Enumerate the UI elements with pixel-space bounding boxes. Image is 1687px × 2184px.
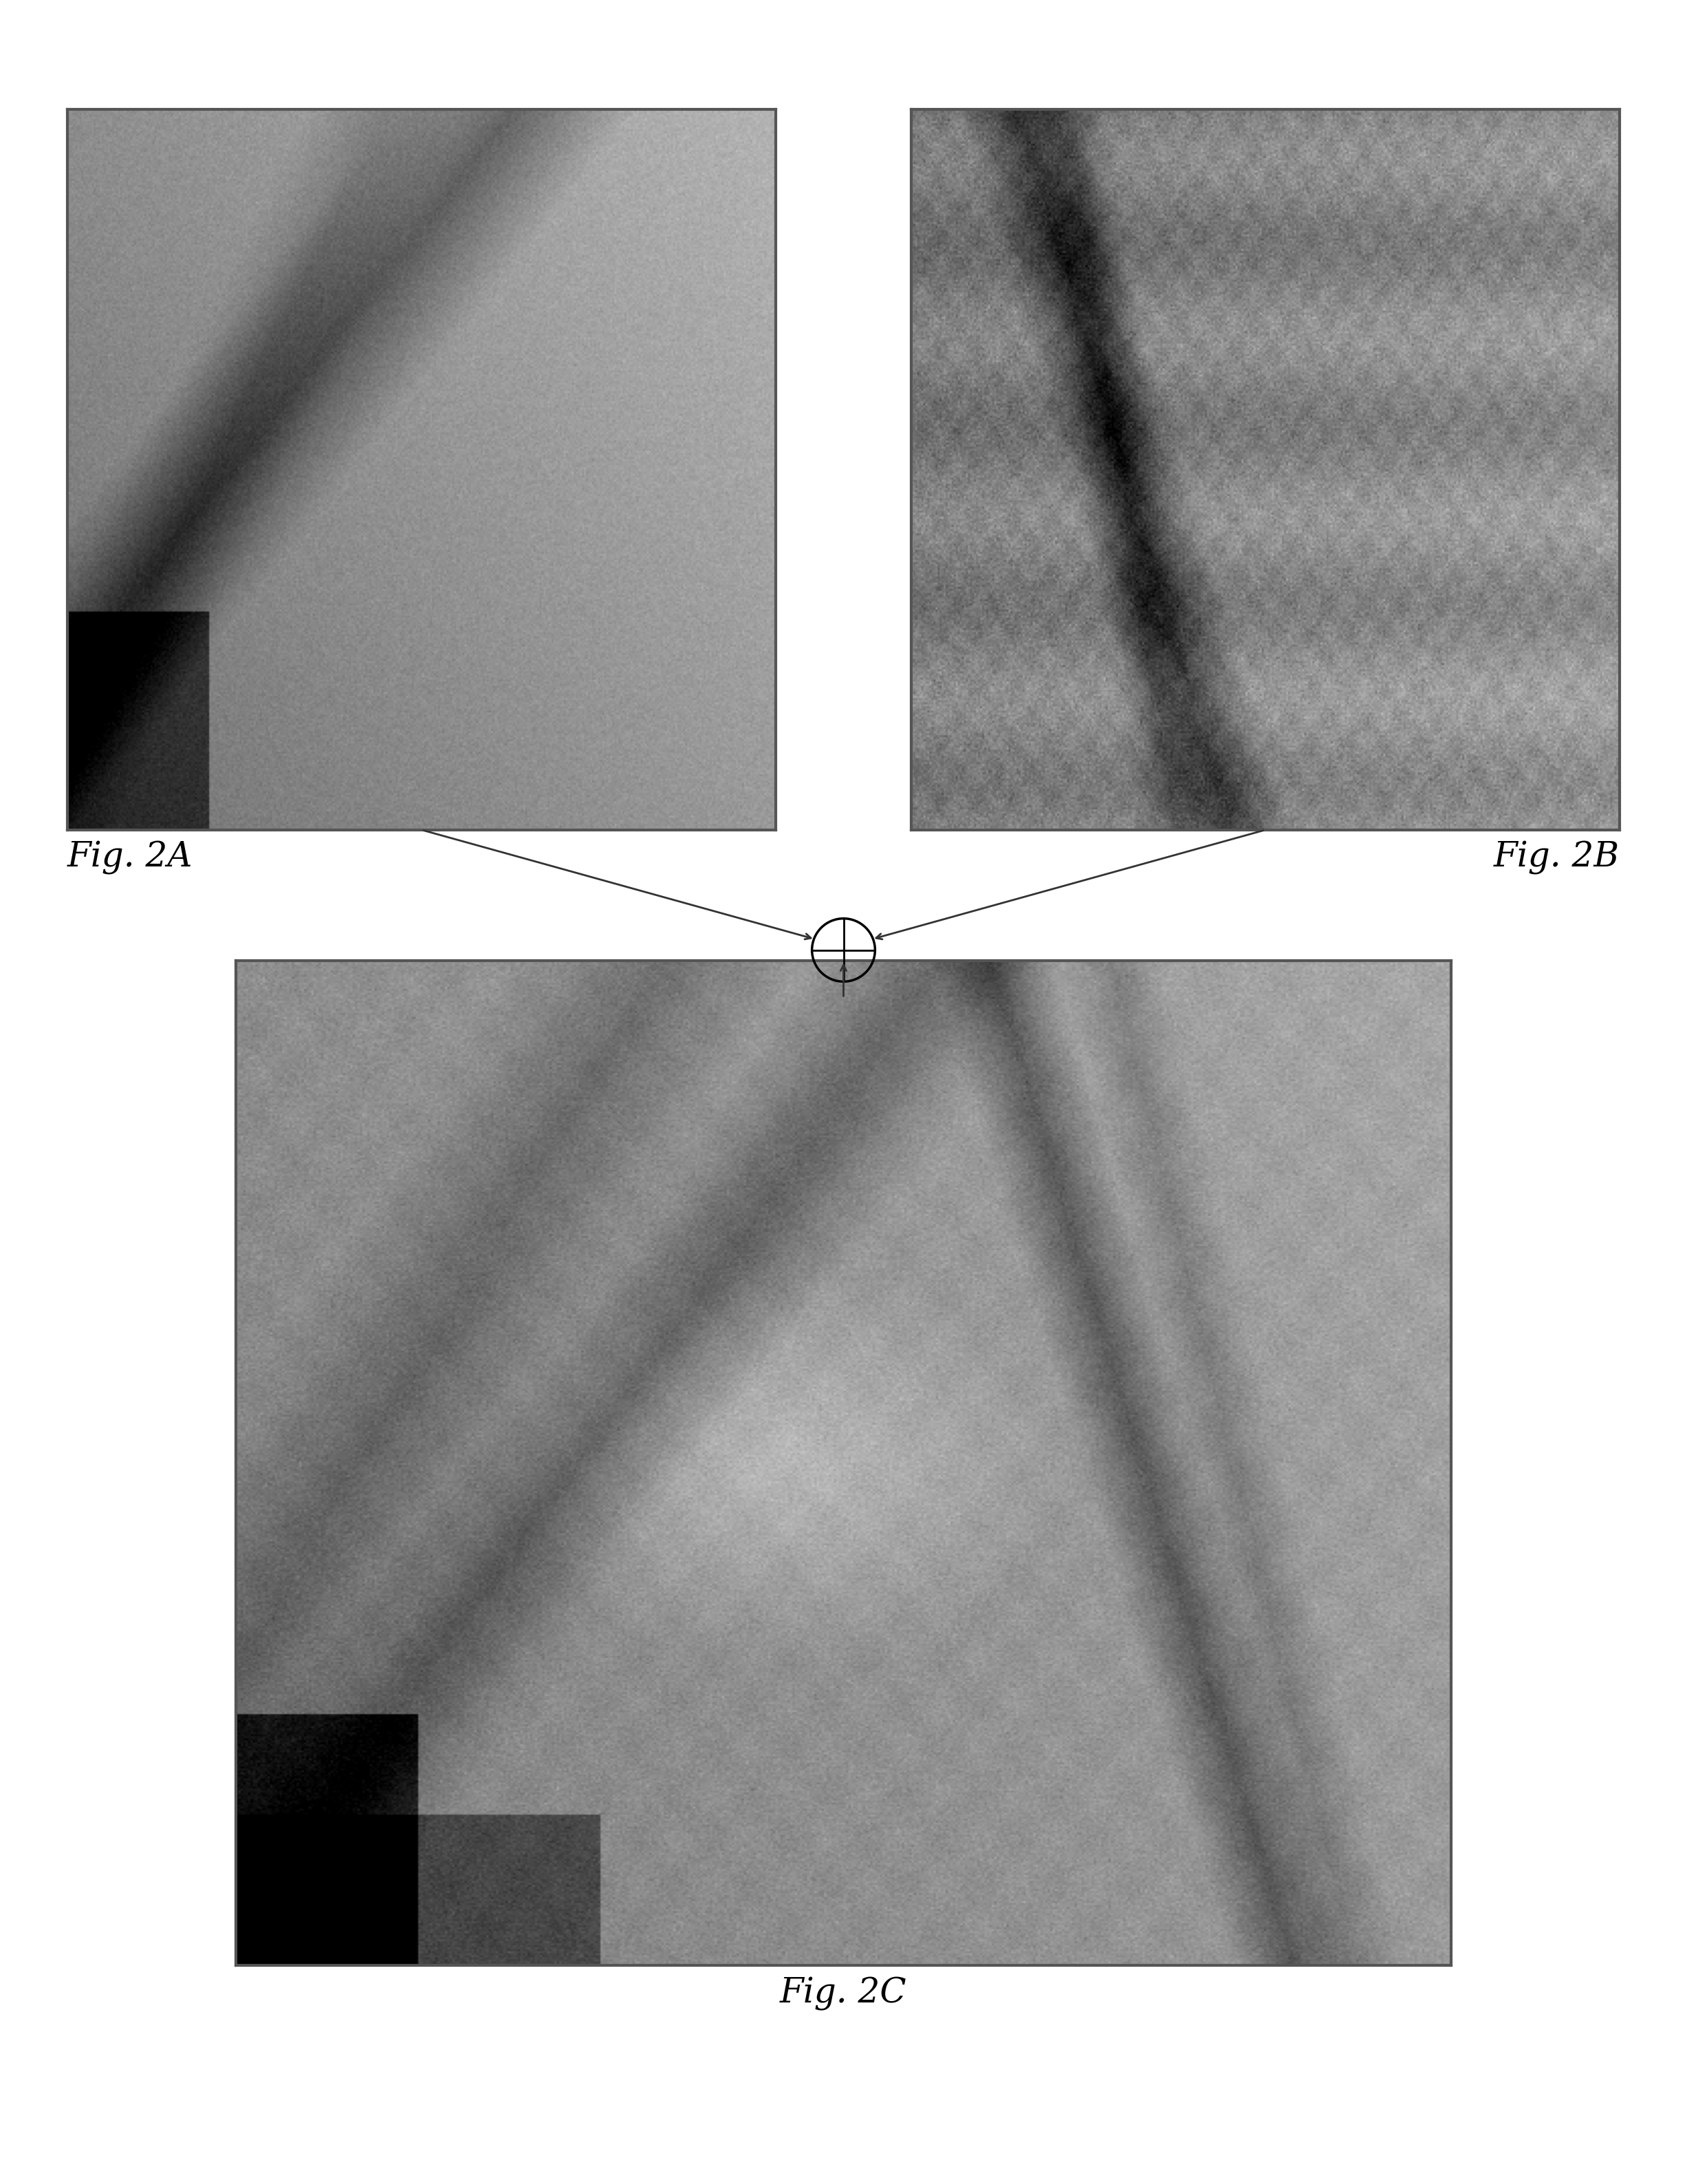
Text: Fig. 2C: Fig. 2C — [779, 1977, 908, 2011]
Text: Fig. 2B: Fig. 2B — [1493, 841, 1620, 876]
Text: Fig. 2A: Fig. 2A — [67, 841, 192, 876]
